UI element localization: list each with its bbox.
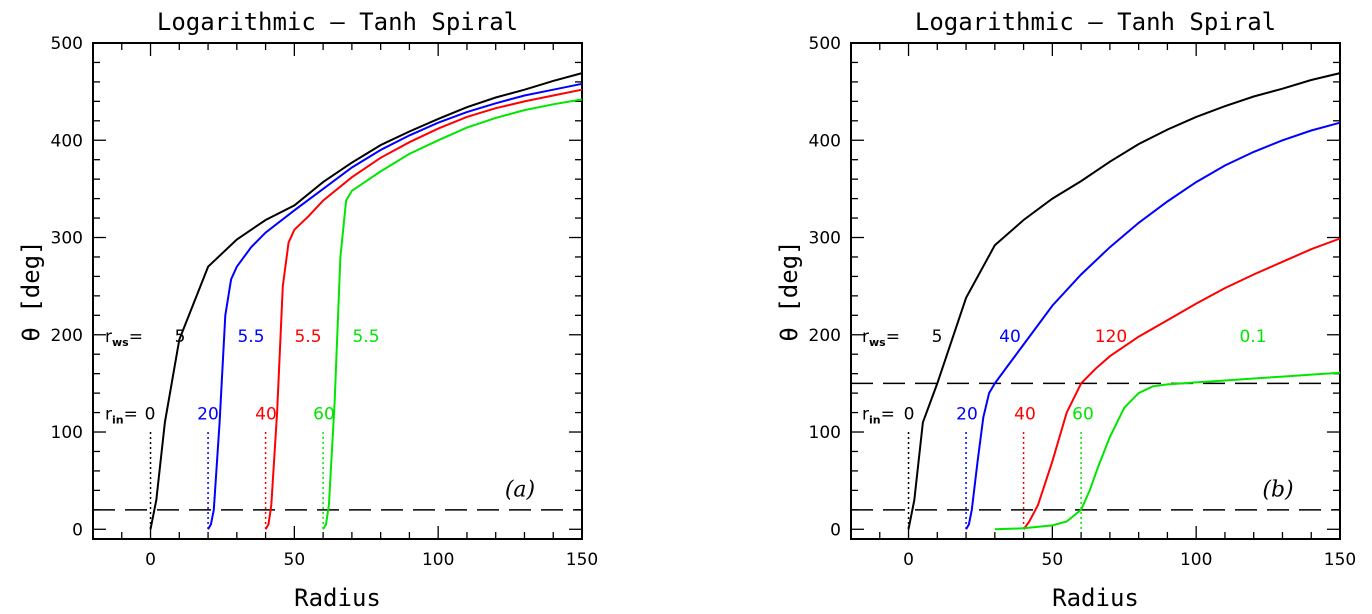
y-axis-label: θ [deg]	[775, 240, 803, 341]
chart-title: Logarithmic – Tanh Spiral	[915, 8, 1276, 36]
y-tick-label: 0	[830, 520, 841, 540]
rin-value: 60	[313, 405, 335, 425]
series-line	[994, 371, 1341, 531]
x-tick-label: 100	[1180, 550, 1212, 570]
x-tick-label: 50	[1042, 550, 1064, 570]
series-line	[322, 98, 583, 530]
y-tick-label: 400	[809, 131, 841, 151]
rin-label: rin=	[862, 405, 895, 427]
rws-value: 5.5	[237, 327, 264, 347]
rws-value: 40	[999, 327, 1021, 347]
rin-value: 40	[1014, 405, 1036, 425]
series-line	[207, 82, 583, 530]
series-line	[965, 121, 1341, 530]
rin-value: 0	[145, 405, 156, 425]
y-tick-label: 100	[809, 423, 841, 443]
rws-label: rws=	[105, 327, 143, 349]
rws-value: 120	[1095, 327, 1127, 347]
x-tick-label: 0	[145, 550, 156, 570]
y-tick-label: 100	[51, 423, 83, 443]
rin-value: 20	[197, 405, 219, 425]
y-tick-label: 500	[809, 34, 841, 54]
y-tick-label: 200	[809, 326, 841, 346]
series-line	[149, 72, 583, 530]
y-tick-label: 200	[51, 326, 83, 346]
rin-value: 60	[1072, 405, 1094, 425]
x-tick-label: 150	[566, 550, 598, 570]
rws-value: 5.5	[352, 327, 379, 347]
y-tick-label: 500	[51, 34, 83, 54]
rws-value: 5.5	[294, 327, 321, 347]
rin-value: 20	[956, 405, 978, 425]
x-axis-label: Radius	[294, 584, 381, 612]
rws-value: 5	[175, 327, 186, 347]
panel-label: (a)	[505, 477, 535, 502]
y-tick-label: 300	[809, 229, 841, 249]
rws-value: 5	[932, 327, 943, 347]
rin-value: 0	[904, 405, 915, 425]
rin-label: rin=	[105, 405, 138, 427]
plot-frame	[92, 42, 583, 540]
series-line	[907, 72, 1341, 530]
panel-label: (b)	[1262, 477, 1293, 502]
y-tick-label: 300	[51, 229, 83, 249]
y-tick-label: 0	[72, 520, 83, 540]
series-line	[1022, 237, 1341, 530]
x-tick-label: 100	[422, 550, 454, 570]
x-tick-label: 50	[284, 550, 306, 570]
rws-value: 0.1	[1239, 327, 1266, 347]
rws-label: rws=	[862, 327, 900, 349]
series-line	[264, 88, 583, 530]
y-axis-label: θ [deg]	[17, 240, 45, 341]
x-tick-label: 0	[903, 550, 914, 570]
chart-title: Logarithmic – Tanh Spiral	[157, 8, 518, 36]
plot-frame	[850, 42, 1341, 540]
x-tick-label: 150	[1324, 550, 1356, 570]
rin-value: 40	[255, 405, 277, 425]
x-axis-label: Radius	[1052, 584, 1139, 612]
y-tick-label: 400	[51, 131, 83, 151]
